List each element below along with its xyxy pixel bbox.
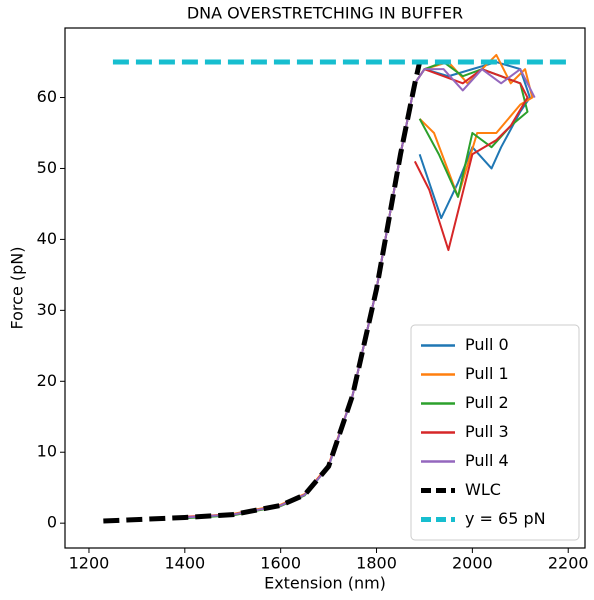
legend-label: y = 65 pN: [465, 509, 546, 528]
x-tick-label: 1400: [164, 554, 205, 573]
legend-label: WLC: [465, 480, 501, 499]
chart-title: DNA OVERSTRETCHING IN BUFFER: [187, 4, 463, 23]
y-tick-label: 40: [37, 229, 57, 248]
legend-label: Pull 1: [465, 364, 509, 383]
legend-label: Pull 2: [465, 393, 509, 412]
y-tick-label: 60: [37, 87, 57, 106]
y-tick-label: 0: [47, 513, 57, 532]
legend-box: [410, 324, 580, 541]
y-tick-label: 20: [37, 371, 57, 390]
y-tick-label: 50: [37, 158, 57, 177]
x-tick-label: 2200: [548, 554, 589, 573]
y-axis-label: Force (pN): [8, 247, 27, 330]
plot-frame: [64, 27, 586, 549]
legend-label: Pull 3: [465, 422, 509, 441]
legend-label: Pull 0: [465, 335, 509, 354]
x-axis-label: Extension (nm): [264, 574, 386, 593]
x-tick-label: 1800: [356, 554, 397, 573]
x-tick-label: 2000: [452, 554, 493, 573]
x-tick-label: 1600: [260, 554, 301, 573]
y-tick-label: 30: [37, 300, 57, 319]
legend-label: Pull 4: [465, 451, 509, 470]
series-line: [103, 61, 423, 524]
y-tick-label: 10: [37, 442, 57, 461]
x-tick-label: 1200: [69, 554, 110, 573]
